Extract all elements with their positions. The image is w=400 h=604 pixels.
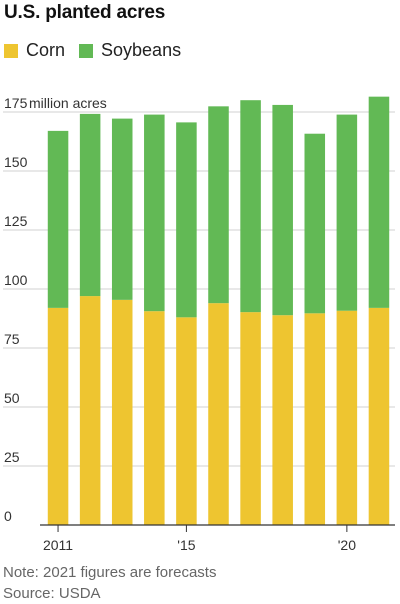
y-tick-label: 100 xyxy=(4,272,28,288)
bar-corn-2013 xyxy=(111,299,133,525)
bar-soybeans-2011 xyxy=(47,130,69,308)
bar-soybeans-2020 xyxy=(336,114,358,311)
bar-soybeans-2021 xyxy=(368,96,390,308)
y-tick-label: 25 xyxy=(4,449,20,465)
bar-soybeans-2018 xyxy=(272,104,293,316)
legend-swatch-corn xyxy=(4,43,18,58)
bar-soybeans-2015 xyxy=(176,122,197,318)
bar-corn-2011 xyxy=(47,307,69,525)
y-tick-label: 125 xyxy=(4,213,28,229)
stacked-bar-chart: 0 25 50 75 100 125 150 175 million acres 2011 '15 '… xyxy=(3,95,395,553)
y-tick-label: 0 xyxy=(4,508,12,524)
bar-soybeans-2019 xyxy=(304,133,326,314)
bar-corn-2016 xyxy=(208,303,229,525)
x-tick-label: '15 xyxy=(177,537,195,553)
bar-corn-2012 xyxy=(79,296,101,525)
bar-corn-2014 xyxy=(144,311,165,525)
legend-label-corn: Corn xyxy=(26,40,66,60)
bar-soybeans-2014 xyxy=(144,114,165,312)
y-tick-label: 175 xyxy=(4,95,28,111)
legend: Corn Soybeans xyxy=(4,40,195,61)
y-tick-label: 75 xyxy=(4,331,20,347)
chart-source: Source: USDA xyxy=(3,585,101,602)
bar-soybeans-2017 xyxy=(240,100,261,313)
legend-item-soybeans: Soybeans xyxy=(79,40,181,61)
legend-swatch-soybeans xyxy=(79,43,94,58)
bar-corn-2019 xyxy=(304,313,326,525)
legend-item-corn: Corn xyxy=(4,40,65,61)
bar-soybeans-2012 xyxy=(79,113,101,297)
bar-corn-2017 xyxy=(240,312,261,525)
legend-label-soybeans: Soybeans xyxy=(101,40,182,60)
bar-soybeans-2016 xyxy=(208,106,229,304)
bar-corn-2020 xyxy=(336,310,358,525)
bar-soybeans-2013 xyxy=(111,118,133,300)
y-tick-label: 150 xyxy=(4,154,28,170)
y-unit-label: million acres xyxy=(29,95,107,111)
chart-title: U.S. planted acres xyxy=(4,2,166,23)
bar-corn-2015 xyxy=(176,317,197,525)
bar-corn-2021 xyxy=(368,307,390,525)
chart-note: Note: 2021 figures are forecasts xyxy=(3,564,217,581)
x-tick-label: 2011 xyxy=(43,537,73,553)
bar-corn-2018 xyxy=(272,315,293,525)
x-tick-label: '20 xyxy=(338,537,356,553)
y-tick-label: 50 xyxy=(4,390,20,406)
